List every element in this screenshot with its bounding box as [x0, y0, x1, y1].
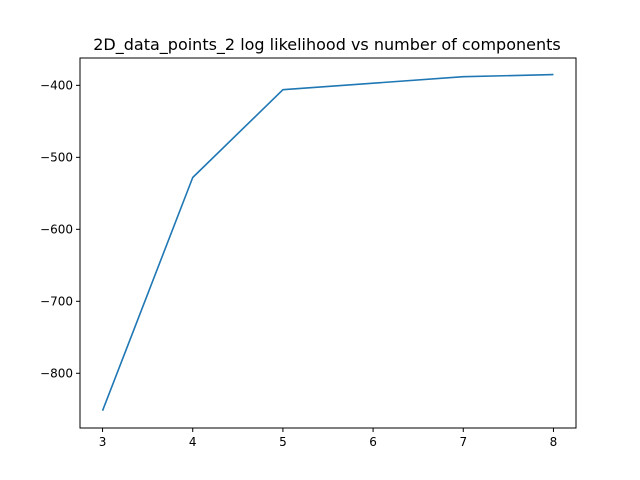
x-tick-label: 8 [550, 435, 558, 449]
series-layer [101, 73, 554, 412]
y-tick-label: −700 [40, 294, 73, 308]
x-tick-label: 7 [459, 435, 467, 449]
x-tick-label: 6 [369, 435, 377, 449]
y-axis: −800 −700 −600 −500 −400 [40, 78, 80, 380]
y-tick-label: −500 [40, 150, 73, 164]
axes-frame [79, 57, 577, 429]
y-tick-label: −600 [40, 222, 73, 236]
x-tick-label: 3 [99, 435, 107, 449]
x-axis: 3 4 5 6 7 8 [99, 428, 558, 449]
chart-title: 2D_data_points_2 log likelihood vs numbe… [93, 35, 560, 55]
series-line [101, 73, 554, 412]
y-tick-label: −800 [40, 366, 73, 380]
x-tick-label: 4 [189, 435, 197, 449]
y-tick-label: −400 [40, 78, 73, 92]
x-tick-label: 5 [279, 435, 287, 449]
